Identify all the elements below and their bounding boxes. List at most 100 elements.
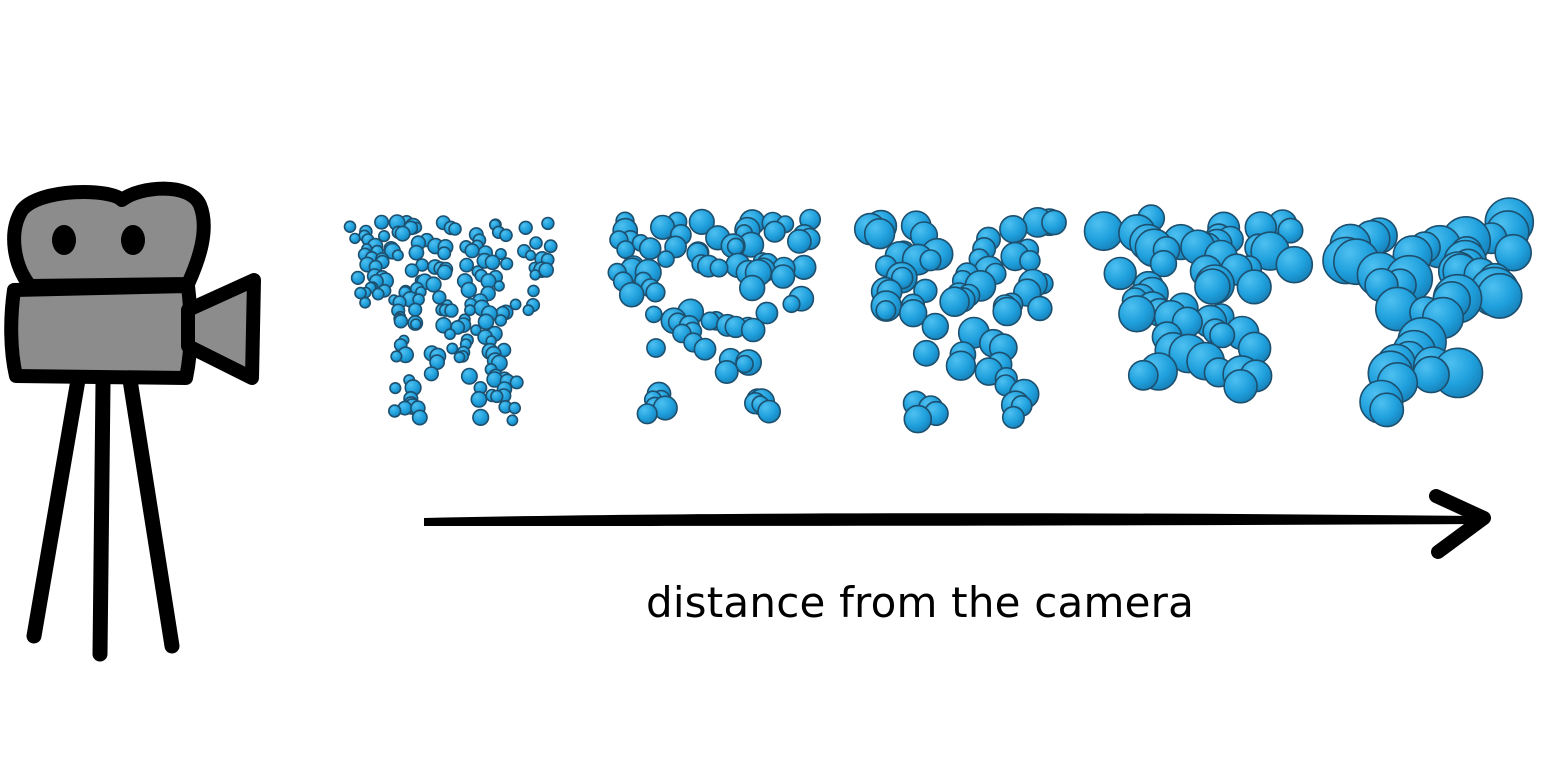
- atom-bead: [726, 237, 745, 256]
- atom-bead: [1027, 295, 1053, 322]
- atom-bead: [714, 359, 739, 384]
- atom-bead: [432, 290, 447, 305]
- atom-bead: [371, 287, 385, 301]
- atom-bead: [1019, 249, 1041, 272]
- atom-bead: [494, 314, 508, 327]
- camera-body: [4, 279, 198, 385]
- atom-bead: [1041, 209, 1067, 236]
- atom-bead: [508, 401, 522, 415]
- atom-bead: [437, 246, 452, 261]
- atom-bead: [644, 305, 663, 324]
- atom-bead: [945, 350, 977, 381]
- atom-bead: [1223, 368, 1258, 404]
- atom-bead: [740, 317, 766, 343]
- atom-bead: [1194, 268, 1231, 305]
- protein-surface-2: [607, 208, 822, 425]
- atom-bead: [638, 237, 662, 260]
- atom-bead: [408, 302, 423, 317]
- atom-bead: [636, 403, 658, 425]
- atom-bead: [618, 281, 645, 308]
- atom-bead: [448, 222, 462, 236]
- atom-bead: [1127, 359, 1159, 391]
- atom-bead: [393, 314, 409, 329]
- atom-bead: [359, 296, 371, 309]
- atom-bead: [645, 282, 666, 303]
- tripod-leg-right: [122, 372, 180, 654]
- atom-bead: [999, 215, 1028, 244]
- video-camera-icon: [4, 181, 261, 662]
- atom-bead: [378, 230, 391, 243]
- atom-bead: [912, 339, 940, 367]
- atom-bead: [1412, 355, 1450, 394]
- atom-bead: [464, 243, 480, 259]
- atom-bead: [1209, 322, 1236, 349]
- atom-bead: [709, 258, 729, 278]
- atom-bead: [903, 404, 933, 434]
- atom-bead: [493, 280, 505, 292]
- atom-bead: [460, 367, 478, 385]
- atom-bead: [409, 318, 422, 330]
- atom-bead: [700, 311, 720, 331]
- atom-bead: [354, 286, 367, 300]
- atom-bead: [389, 382, 402, 395]
- atom-bead: [787, 228, 812, 254]
- atom-bead: [543, 239, 558, 254]
- atom-bead: [490, 389, 504, 404]
- atom-bead: [1118, 295, 1156, 333]
- atom-bead: [782, 294, 801, 314]
- atom-bead: [446, 342, 459, 355]
- atom-bead: [541, 216, 555, 231]
- atom-bead: [755, 301, 779, 325]
- atom-bead: [688, 208, 715, 235]
- atom-bead: [939, 286, 970, 318]
- atom-bead: [875, 299, 897, 321]
- atom-bead: [1275, 245, 1314, 284]
- atom-bead: [394, 225, 411, 242]
- film-reel: [7, 181, 211, 293]
- atom-bead: [408, 244, 425, 261]
- atom-bead: [1369, 392, 1405, 428]
- atom-bead: [538, 262, 555, 278]
- protein-surface-1: [343, 214, 558, 427]
- atom-bead: [898, 299, 928, 328]
- atom-bead: [343, 220, 357, 233]
- atom-bead: [1083, 211, 1124, 252]
- axis-caption: distance from the camera: [645, 578, 1195, 627]
- atom-bead: [453, 351, 466, 364]
- atom-bead: [763, 220, 786, 243]
- tripod-leg-middle: [92, 376, 111, 662]
- atom-bead: [1001, 405, 1025, 429]
- atom-bead: [1494, 233, 1532, 272]
- arrow-head: [1429, 489, 1491, 559]
- atom-bead: [423, 366, 440, 382]
- atom-bead: [693, 337, 717, 361]
- protein-molecule-series: [343, 197, 1535, 434]
- atom-bead: [919, 249, 942, 272]
- atom-bead: [529, 236, 543, 250]
- atom-bead: [464, 304, 476, 317]
- reel-hole-left: [52, 225, 76, 255]
- atom-bead: [436, 264, 453, 281]
- atom-bead: [757, 399, 782, 424]
- atom-bead: [350, 270, 366, 286]
- arrow-shaft: [424, 513, 1478, 526]
- atom-bead: [470, 390, 488, 408]
- atom-bead: [738, 274, 766, 302]
- atom-bead: [529, 269, 541, 281]
- atom-bead: [494, 248, 507, 261]
- atom-bead: [522, 304, 535, 317]
- atom-bead: [444, 328, 456, 341]
- atom-bead: [500, 257, 514, 271]
- atom-bead: [509, 298, 522, 311]
- atom-bead: [527, 284, 540, 298]
- atom-bead: [470, 324, 482, 336]
- tripod-leg-left: [26, 372, 86, 644]
- reel-hole-right: [121, 225, 145, 255]
- atom-bead: [518, 220, 533, 236]
- atom-bead: [992, 296, 1023, 327]
- atom-bead: [646, 338, 666, 358]
- atom-bead: [425, 276, 442, 293]
- atom-bead: [921, 312, 949, 341]
- atom-bead: [1476, 272, 1523, 319]
